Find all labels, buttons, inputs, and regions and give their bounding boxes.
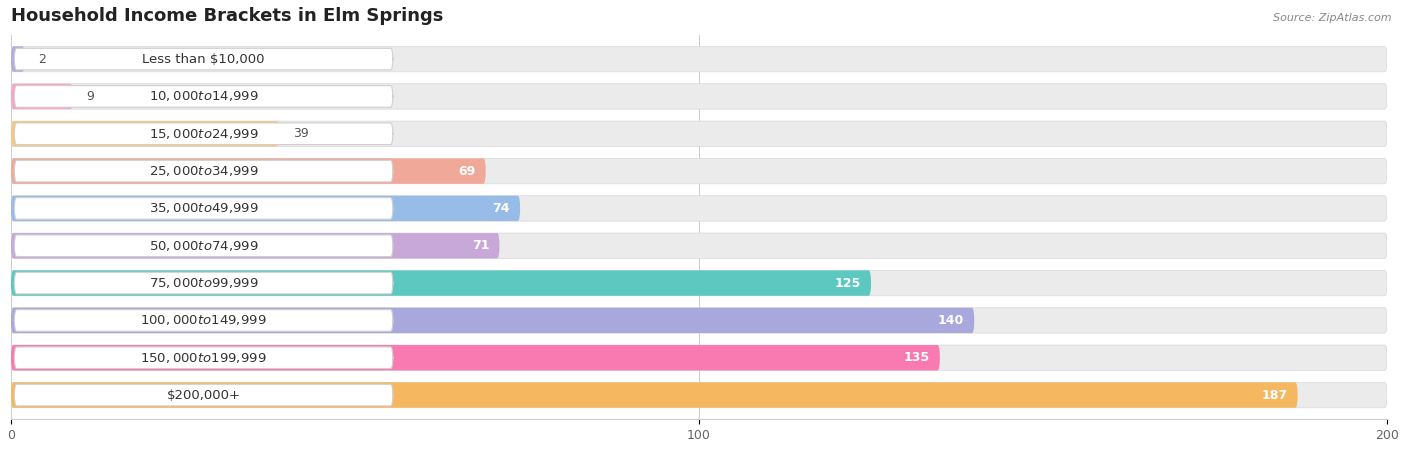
FancyBboxPatch shape — [11, 121, 1388, 146]
FancyBboxPatch shape — [14, 310, 392, 331]
FancyBboxPatch shape — [14, 123, 392, 145]
FancyBboxPatch shape — [14, 384, 392, 406]
Text: 9: 9 — [87, 90, 94, 103]
FancyBboxPatch shape — [11, 345, 1388, 370]
FancyBboxPatch shape — [11, 196, 520, 221]
Text: Less than $10,000: Less than $10,000 — [142, 53, 264, 66]
Text: $100,000 to $149,999: $100,000 to $149,999 — [141, 313, 267, 327]
Text: $25,000 to $34,999: $25,000 to $34,999 — [149, 164, 259, 178]
Text: $50,000 to $74,999: $50,000 to $74,999 — [149, 239, 259, 253]
FancyBboxPatch shape — [14, 86, 392, 107]
FancyBboxPatch shape — [11, 383, 1388, 408]
FancyBboxPatch shape — [11, 345, 939, 370]
FancyBboxPatch shape — [14, 160, 392, 182]
Text: $35,000 to $49,999: $35,000 to $49,999 — [149, 202, 259, 216]
FancyBboxPatch shape — [11, 308, 974, 333]
FancyBboxPatch shape — [11, 84, 73, 109]
Text: 187: 187 — [1261, 388, 1288, 401]
Text: 39: 39 — [292, 127, 309, 140]
FancyBboxPatch shape — [14, 347, 392, 369]
Text: $150,000 to $199,999: $150,000 to $199,999 — [141, 351, 267, 365]
FancyBboxPatch shape — [11, 46, 1388, 72]
Text: 135: 135 — [904, 351, 929, 364]
Text: Source: ZipAtlas.com: Source: ZipAtlas.com — [1274, 13, 1392, 23]
FancyBboxPatch shape — [11, 233, 1388, 259]
FancyBboxPatch shape — [11, 383, 1298, 408]
Text: $10,000 to $14,999: $10,000 to $14,999 — [149, 89, 259, 103]
FancyBboxPatch shape — [14, 48, 392, 70]
Text: 140: 140 — [938, 314, 965, 327]
FancyBboxPatch shape — [11, 121, 280, 146]
FancyBboxPatch shape — [11, 158, 1388, 184]
FancyBboxPatch shape — [11, 46, 25, 72]
Text: 71: 71 — [471, 239, 489, 252]
Text: $15,000 to $24,999: $15,000 to $24,999 — [149, 127, 259, 141]
Text: 2: 2 — [38, 53, 46, 66]
FancyBboxPatch shape — [14, 198, 392, 219]
Text: $75,000 to $99,999: $75,000 to $99,999 — [149, 276, 259, 290]
FancyBboxPatch shape — [11, 158, 485, 184]
Text: 125: 125 — [835, 277, 860, 290]
FancyBboxPatch shape — [11, 233, 499, 259]
FancyBboxPatch shape — [11, 84, 1388, 109]
Text: 74: 74 — [492, 202, 510, 215]
FancyBboxPatch shape — [11, 270, 872, 296]
Text: 69: 69 — [458, 165, 475, 178]
FancyBboxPatch shape — [11, 196, 1388, 221]
FancyBboxPatch shape — [14, 272, 392, 294]
Text: $200,000+: $200,000+ — [166, 388, 240, 401]
FancyBboxPatch shape — [11, 308, 1388, 333]
FancyBboxPatch shape — [14, 235, 392, 256]
Text: Household Income Brackets in Elm Springs: Household Income Brackets in Elm Springs — [11, 7, 443, 25]
FancyBboxPatch shape — [11, 270, 1388, 296]
